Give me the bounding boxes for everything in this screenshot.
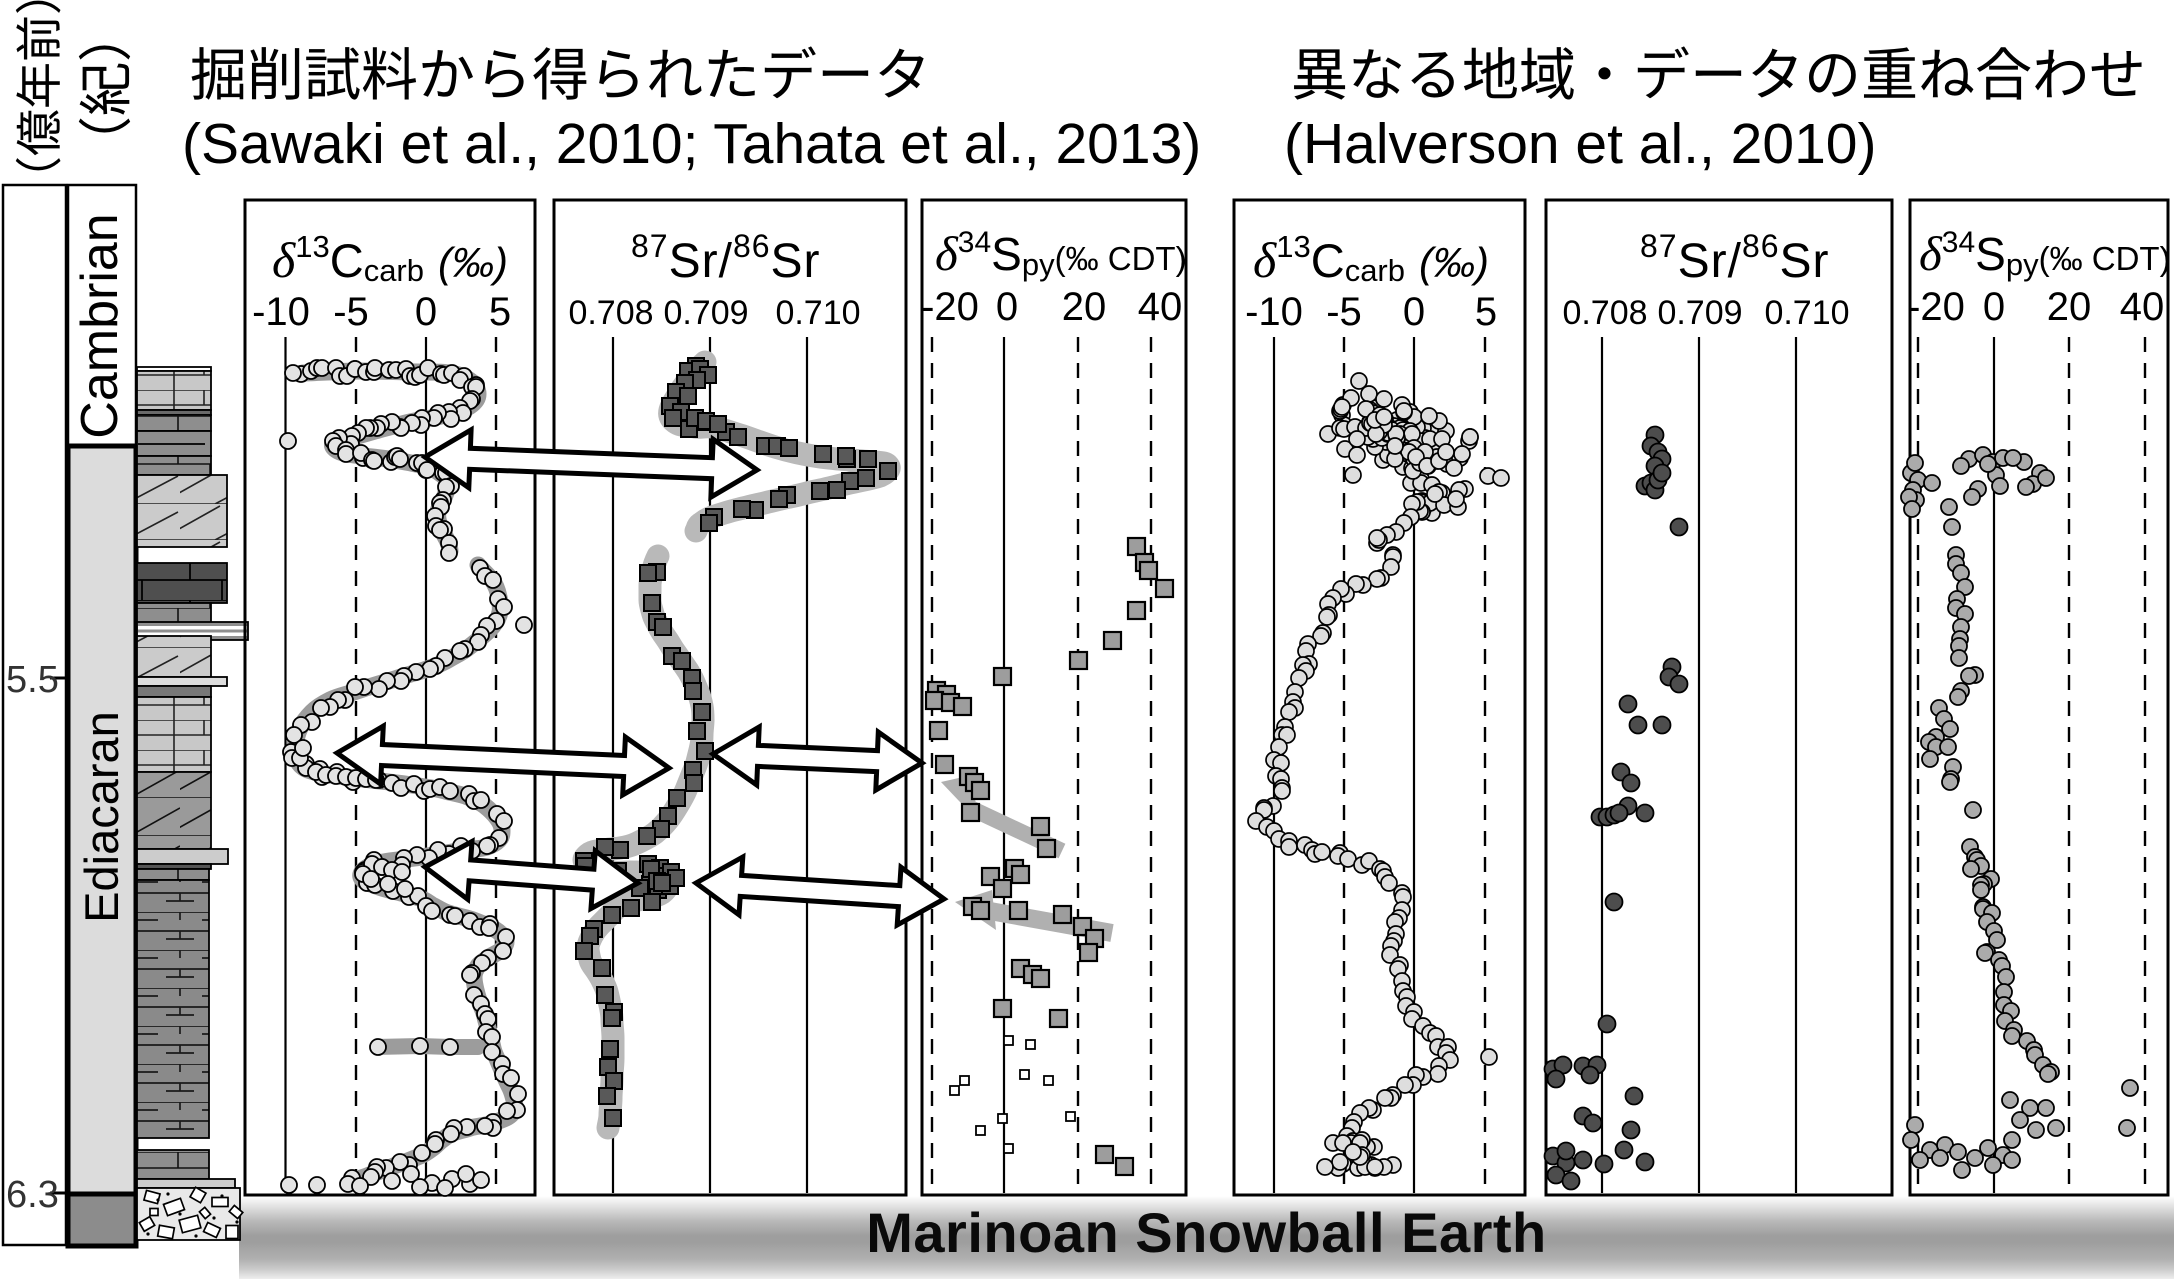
svg-text:-10: -10 bbox=[252, 290, 310, 334]
svg-text:20: 20 bbox=[1062, 285, 1107, 329]
svg-text:0.709: 0.709 bbox=[663, 294, 748, 332]
svg-text:0.708: 0.708 bbox=[568, 294, 653, 332]
svg-text:0.710: 0.710 bbox=[1764, 294, 1849, 332]
svg-text:Cambrian: Cambrian bbox=[71, 213, 129, 438]
svg-text:40: 40 bbox=[2120, 285, 2165, 329]
svg-text:0.709: 0.709 bbox=[1657, 294, 1742, 332]
svg-text:-20: -20 bbox=[921, 285, 979, 329]
svg-text:(Sawaki et al., 2010; Tahata e: (Sawaki et al., 2010; Tahata et al., 201… bbox=[182, 112, 1201, 176]
svg-text:Ediacaran: Ediacaran bbox=[75, 711, 128, 923]
svg-text:-10: -10 bbox=[1245, 290, 1303, 334]
svg-text:δ34Spy(‰ CDT): δ34Spy(‰ CDT) bbox=[935, 226, 1187, 282]
svg-text:0.708: 0.708 bbox=[1562, 294, 1647, 332]
svg-text:5.5: 5.5 bbox=[6, 659, 59, 701]
svg-text:-5: -5 bbox=[333, 290, 369, 334]
svg-text:5: 5 bbox=[1475, 290, 1497, 334]
svg-text:-20: -20 bbox=[1907, 285, 1965, 329]
svg-text:0: 0 bbox=[415, 290, 437, 334]
svg-text:20: 20 bbox=[2047, 285, 2092, 329]
svg-text:5: 5 bbox=[489, 290, 511, 334]
svg-text:6.3: 6.3 bbox=[6, 1174, 59, 1216]
svg-text:δ13Ccarb(‰): δ13Ccarb (‰) bbox=[272, 229, 508, 288]
svg-text:(Halverson et al., 2010): (Halverson et al., 2010) bbox=[1284, 112, 1876, 176]
svg-text:δ34Spy(‰ CDT): δ34Spy(‰ CDT) bbox=[1919, 226, 2171, 282]
svg-text:0: 0 bbox=[1403, 290, 1425, 334]
svg-text:87Sr/86Sr: 87Sr/86Sr bbox=[1640, 228, 1830, 288]
svg-text:0: 0 bbox=[996, 285, 1018, 329]
svg-text:-5: -5 bbox=[1326, 290, 1362, 334]
svg-text:87Sr/86Sr: 87Sr/86Sr bbox=[631, 228, 821, 288]
svg-text:40: 40 bbox=[1138, 285, 1183, 329]
svg-text:0: 0 bbox=[1983, 285, 2005, 329]
svg-text:0.710: 0.710 bbox=[775, 294, 860, 332]
svg-text:δ13Ccarb(‰): δ13Ccarb (‰) bbox=[1253, 229, 1489, 288]
